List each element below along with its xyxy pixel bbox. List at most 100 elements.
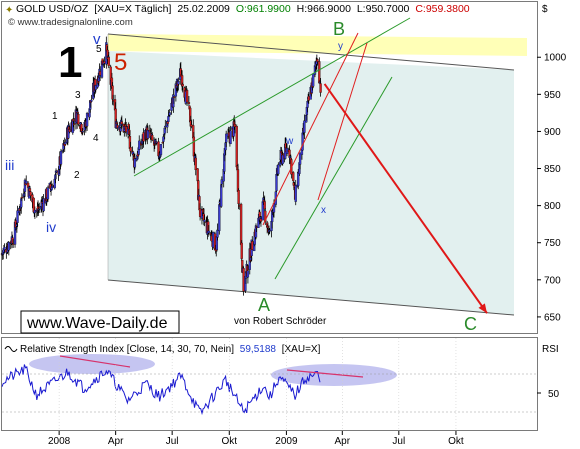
rsi-value: 59,5188 [240, 344, 277, 355]
candle-body [46, 187, 50, 200]
candle-body [20, 198, 23, 208]
candle-body [20, 196, 24, 199]
x-axis: 2008 Apr Jul Okt 2009 Apr Jul Okt [48, 338, 464, 447]
wave-label-2: 2 [74, 170, 80, 181]
y-tick-label: 850 [544, 164, 561, 175]
candle-body [281, 154, 284, 164]
wave-label-A: A [258, 295, 270, 315]
candle-body [198, 208, 202, 217]
candle-body [129, 147, 132, 152]
candle-body [238, 205, 241, 207]
candle-body [172, 96, 176, 99]
trend-channel [108, 51, 514, 315]
candle-body [298, 152, 302, 165]
wave-label-3: 3 [75, 90, 81, 101]
wave-label-C: C [464, 314, 477, 334]
candle-body [297, 171, 300, 186]
candle-body [133, 158, 137, 168]
candle-body [77, 113, 80, 125]
wave-label-x: x [321, 205, 326, 216]
rsi-axis-label: RSI [542, 344, 559, 355]
resistance-zone [108, 34, 527, 56]
candle-body [38, 206, 41, 209]
rsi-wave-icon [4, 346, 18, 352]
x-tick-label: Okt [222, 436, 238, 447]
x-tick-label: Apr [335, 436, 351, 447]
wave-label-B: B [333, 19, 345, 39]
candle-body [55, 170, 58, 173]
wave-overlays [133, 17, 488, 314]
x-tick-label: 2009 [275, 436, 298, 447]
candlesticks [0, 36, 322, 296]
candle-body [263, 201, 266, 210]
candle-body [12, 243, 15, 245]
red-channel-right [317, 42, 368, 201]
candle-body [7, 242, 10, 251]
rsi-header: Relative Strength Index [Close, 14, 30, … [4, 344, 321, 355]
candle-body [90, 99, 93, 102]
candle-body [29, 191, 32, 196]
candle-body [240, 242, 243, 259]
candle-body [196, 168, 199, 182]
candle-body [59, 150, 63, 165]
green-trendline-lower [274, 76, 393, 280]
candle-body [218, 204, 221, 232]
rsi-panel-frame [1, 337, 538, 431]
watermark-text: www.Wave-Daily.de [26, 315, 168, 332]
candle-body [242, 268, 245, 292]
candle-body [307, 96, 310, 101]
y-tick-label: 700 [544, 275, 561, 286]
header-line: GOLD USD/OZ [XAU=X Täglich] 25.02.2009 O… [16, 3, 470, 15]
candle-body [294, 185, 297, 202]
candle-body [235, 126, 238, 168]
candle-body [111, 85, 114, 100]
y-tick-label: 800 [544, 201, 561, 212]
candle-body [151, 134, 154, 141]
candle-body [181, 84, 184, 87]
candle-body [292, 172, 295, 181]
y-tick-label: 950 [544, 90, 561, 101]
candle-body [16, 210, 19, 223]
x-tick-label: Jul [166, 436, 179, 447]
candle-body [146, 130, 150, 139]
candle-body [157, 141, 160, 157]
candle-body [266, 226, 269, 228]
candle-body [42, 198, 45, 212]
candle-body [119, 127, 122, 132]
candle-body [25, 180, 28, 184]
candle-body [51, 186, 54, 188]
wave-label-big-1: 1 [58, 38, 82, 87]
wave-label-1: 1 [52, 111, 58, 122]
wave-label-5: 5 [96, 44, 102, 55]
y-tick-label: 650 [544, 312, 561, 323]
channel-upper-line [107, 33, 515, 71]
candle-body [138, 140, 141, 150]
candle-body [94, 85, 97, 90]
candle-body [72, 123, 76, 125]
candle-body [32, 197, 35, 213]
candle-body [187, 102, 191, 104]
candle-body [319, 83, 322, 93]
y-tick-label: 900 [544, 127, 561, 138]
candle-body [225, 133, 228, 143]
rsi-highlight-right [271, 364, 397, 386]
watermark-box [20, 310, 180, 334]
candle-body [303, 120, 306, 133]
candle-body [259, 218, 263, 222]
rsi-line [1, 364, 321, 416]
candle-body [237, 190, 240, 205]
candle-body [277, 164, 280, 175]
candle-body [103, 61, 106, 64]
candle-body [239, 203, 243, 245]
price-y-axis: 650 700 750 800 850 900 950 1000 [537, 53, 567, 323]
rsi-series [1, 364, 537, 416]
wave-label-y: y [338, 41, 343, 52]
red-channel-left [262, 32, 359, 226]
y-tick-label: 1000 [544, 53, 567, 64]
candle-body [76, 112, 79, 114]
forecast-arrow-line [323, 83, 488, 314]
candle-body [142, 132, 145, 142]
candle-body [49, 189, 53, 191]
candle-body [125, 126, 128, 133]
